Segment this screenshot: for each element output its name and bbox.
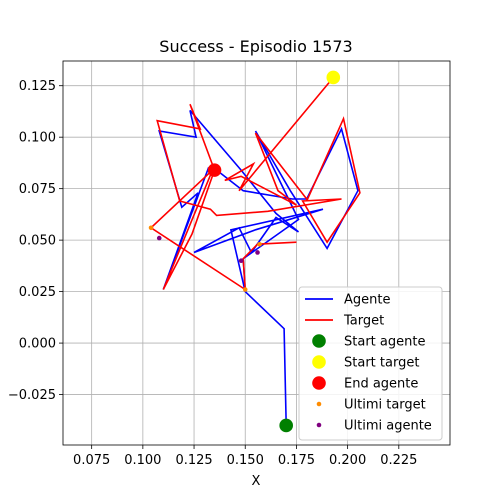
point-ultimi-target	[257, 241, 262, 247]
legend-box	[298, 286, 443, 441]
point-ultimi-agente	[156, 235, 162, 241]
series-line-target	[149, 76, 361, 292]
x-axis-label: X	[252, 474, 261, 489]
y-tick-label: 0.125	[19, 79, 56, 94]
legend-label-agente: Agente	[344, 293, 390, 308]
point-ultimi-agente	[255, 250, 260, 255]
marker-start-agente	[279, 418, 293, 433]
legend: Agente Target Start agente Start target End …	[298, 286, 443, 441]
marker-end-agente	[207, 163, 222, 177]
legend-label-start-agente: Start agente	[344, 335, 425, 350]
x-tick-label: 0.200	[329, 453, 366, 468]
point-ultimi-agente	[238, 258, 244, 264]
y-tick-label: 0.050	[19, 234, 56, 249]
legend-label-end-agente: End agente	[344, 377, 418, 392]
point-ultimi-target	[148, 225, 154, 231]
x-tick-label: 0.150	[227, 453, 264, 468]
legend-label-target: Target	[343, 314, 384, 329]
x-tick-label: 0.125	[175, 453, 212, 468]
point-ultimi-target	[242, 287, 248, 292]
x-tick-label: 0.075	[73, 453, 110, 468]
y-tick-label: −0.025	[8, 388, 56, 403]
legend-label-start-target: Start target	[344, 356, 419, 371]
y-tick-label: 0.075	[19, 182, 56, 197]
legend-label-ultimi-agente: Ultimi agente	[344, 419, 432, 434]
marker-start-target	[326, 70, 341, 85]
axes-frame	[62, 60, 451, 446]
legend-swatch-end-agente	[312, 376, 326, 390]
x-tick-label: 0.225	[380, 453, 417, 468]
y-tick-label: 0.025	[19, 285, 56, 300]
legend-swatch-start-target	[312, 355, 326, 369]
legend-swatch-ultimi-agente	[316, 422, 322, 428]
chart-title: Success - Episodio 1573	[159, 37, 352, 56]
x-tick-label: 0.100	[124, 453, 161, 468]
y-tick-label: 0.000	[19, 337, 56, 352]
legend-swatch-ultimi-target	[316, 401, 322, 407]
y-tick-label: 0.100	[19, 131, 56, 146]
x-tick-label: 0.175	[278, 453, 315, 468]
legend-swatch-start-agente	[312, 334, 326, 348]
legend-label-ultimi-target: Ultimi target	[344, 398, 426, 413]
